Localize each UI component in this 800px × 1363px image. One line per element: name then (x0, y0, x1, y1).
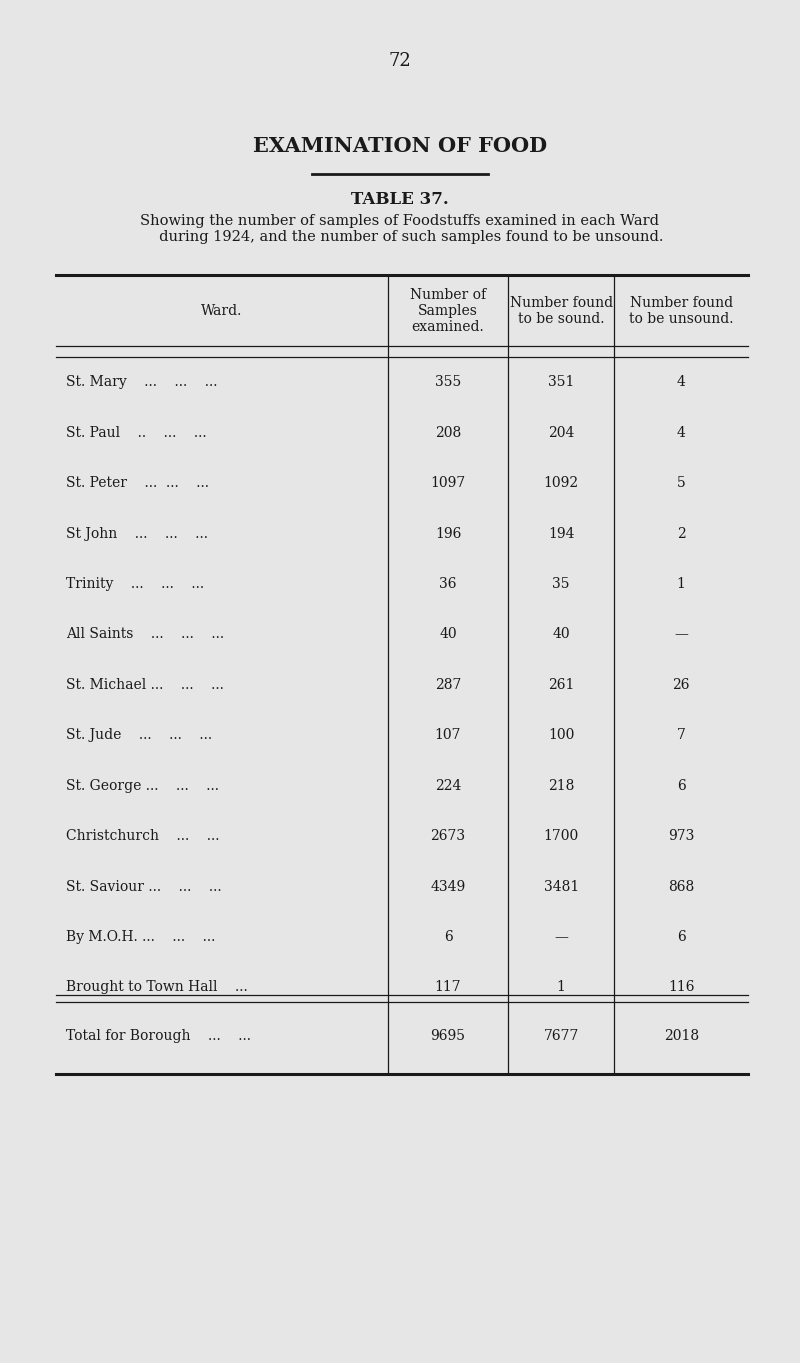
Text: St. Peter    ...  ...    ...: St. Peter ... ... ... (66, 476, 209, 491)
Text: 116: 116 (668, 980, 694, 995)
Text: 1: 1 (677, 577, 686, 592)
Text: St. Michael ...    ...    ...: St. Michael ... ... ... (66, 677, 223, 692)
Text: 107: 107 (434, 728, 462, 743)
Text: St. Mary    ...    ...    ...: St. Mary ... ... ... (66, 375, 217, 390)
Text: 973: 973 (668, 829, 694, 844)
Text: 204: 204 (548, 425, 574, 440)
Text: St. George ...    ...    ...: St. George ... ... ... (66, 778, 218, 793)
Text: 4: 4 (677, 375, 686, 390)
Text: 40: 40 (439, 627, 457, 642)
Text: 7677: 7677 (543, 1029, 579, 1043)
Text: All Saints    ...    ...    ...: All Saints ... ... ... (66, 627, 224, 642)
Text: 208: 208 (435, 425, 461, 440)
Text: Number found
to be unsound.: Number found to be unsound. (629, 296, 734, 326)
Text: 2: 2 (677, 526, 686, 541)
Text: Christchurch    ...    ...: Christchurch ... ... (66, 829, 219, 844)
Text: St John    ...    ...    ...: St John ... ... ... (66, 526, 208, 541)
Text: EXAMINATION OF FOOD: EXAMINATION OF FOOD (253, 136, 547, 157)
Text: 2673: 2673 (430, 829, 466, 844)
Text: 100: 100 (548, 728, 574, 743)
Text: 287: 287 (435, 677, 461, 692)
Text: 117: 117 (434, 980, 462, 995)
Text: 355: 355 (435, 375, 461, 390)
Text: 6: 6 (677, 778, 686, 793)
Text: —: — (674, 627, 688, 642)
Text: 26: 26 (673, 677, 690, 692)
Text: Trinity    ...    ...    ...: Trinity ... ... ... (66, 577, 204, 592)
Text: Number of
Samples
examined.: Number of Samples examined. (410, 288, 486, 334)
Text: St. Jude    ...    ...    ...: St. Jude ... ... ... (66, 728, 212, 743)
Text: 218: 218 (548, 778, 574, 793)
Text: By M.O.H. ...    ...    ...: By M.O.H. ... ... ... (66, 930, 215, 945)
Text: 261: 261 (548, 677, 574, 692)
Text: St. Paul    ..    ...    ...: St. Paul .. ... ... (66, 425, 206, 440)
Text: 196: 196 (435, 526, 461, 541)
Text: 1092: 1092 (544, 476, 578, 491)
Text: Total for Borough    ...    ...: Total for Borough ... ... (66, 1029, 250, 1043)
Text: 868: 868 (668, 879, 694, 894)
Text: 9695: 9695 (430, 1029, 466, 1043)
Text: 4349: 4349 (430, 879, 466, 894)
Text: Number found
to be sound.: Number found to be sound. (510, 296, 613, 326)
Text: 36: 36 (439, 577, 457, 592)
Text: 3481: 3481 (543, 879, 579, 894)
Text: 35: 35 (553, 577, 570, 592)
Text: —: — (554, 930, 568, 945)
Text: TABLE 37.: TABLE 37. (351, 191, 449, 207)
Text: 4: 4 (677, 425, 686, 440)
Text: 6: 6 (677, 930, 686, 945)
Text: Brought to Town Hall    ...: Brought to Town Hall ... (66, 980, 247, 995)
Text: 72: 72 (389, 52, 411, 70)
Text: 2018: 2018 (664, 1029, 698, 1043)
Text: 224: 224 (435, 778, 461, 793)
Text: 351: 351 (548, 375, 574, 390)
Text: Ward.: Ward. (202, 304, 242, 318)
Text: St. Saviour ...    ...    ...: St. Saviour ... ... ... (66, 879, 222, 894)
Text: 1097: 1097 (430, 476, 466, 491)
Text: 40: 40 (552, 627, 570, 642)
Text: Showing the number of samples of Foodstuffs examined in each Ward
     during 19: Showing the number of samples of Foodstu… (136, 214, 664, 244)
Text: 1: 1 (557, 980, 566, 995)
Text: 194: 194 (548, 526, 574, 541)
Text: 1700: 1700 (543, 829, 579, 844)
Text: 5: 5 (677, 476, 686, 491)
Text: 7: 7 (677, 728, 686, 743)
Text: 6: 6 (444, 930, 452, 945)
